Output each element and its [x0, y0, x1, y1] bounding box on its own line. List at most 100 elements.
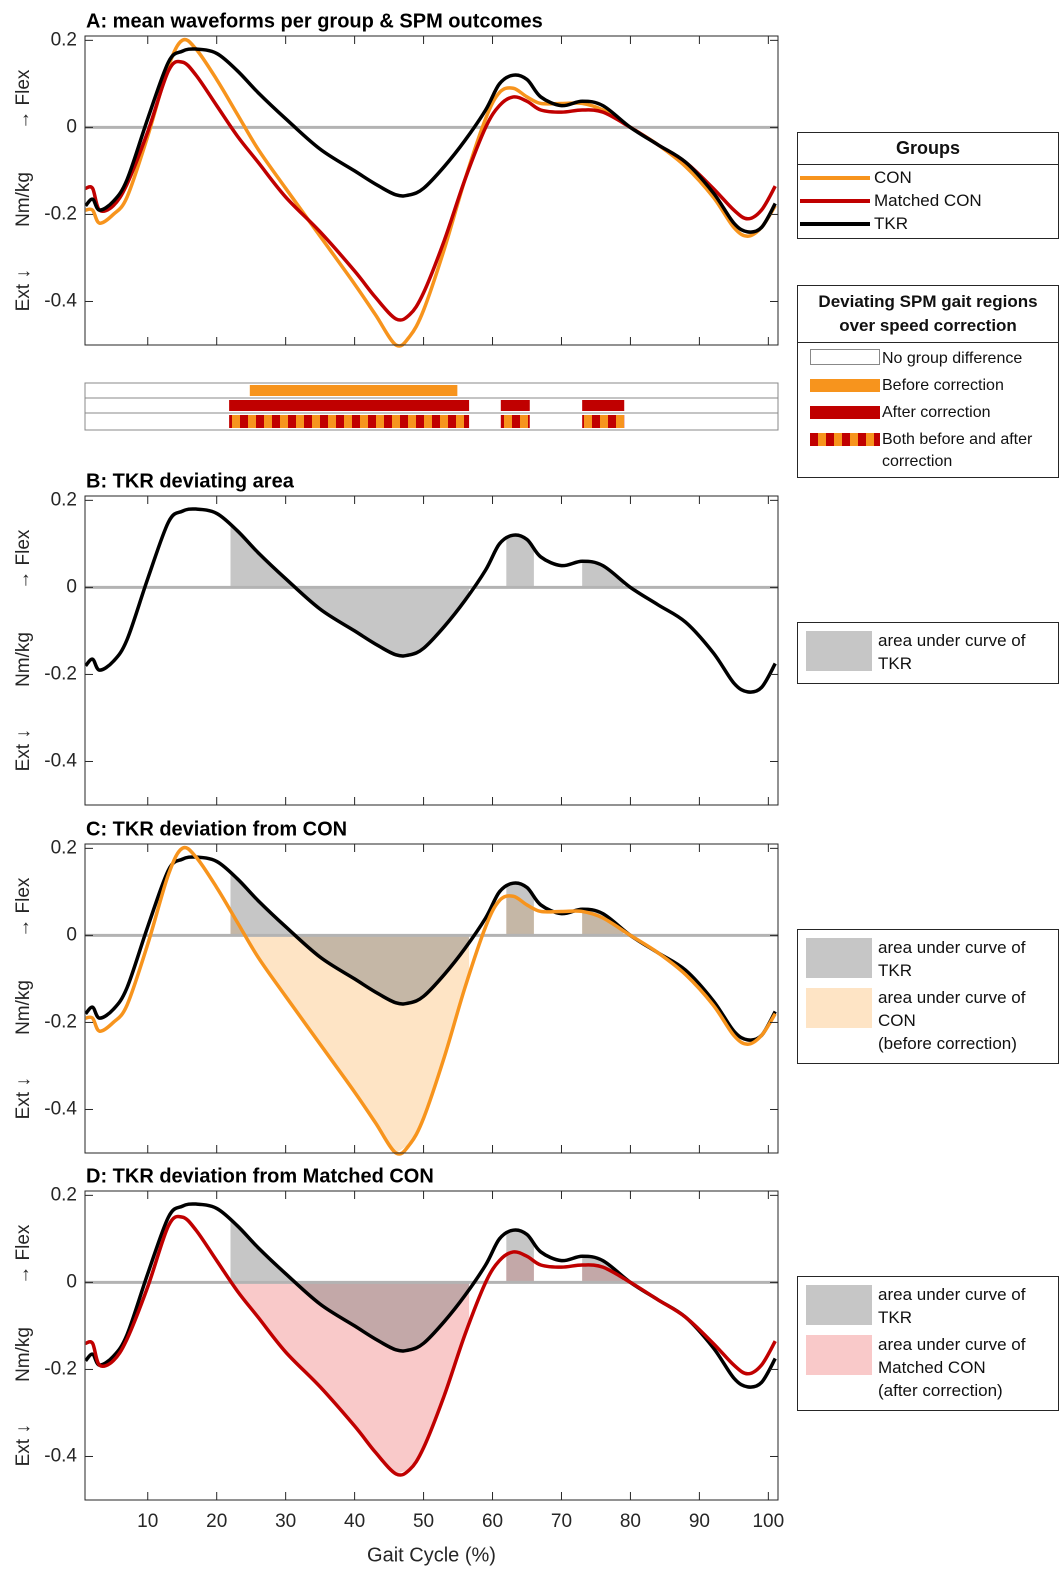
area-fill — [582, 1256, 624, 1283]
y-tick-label: 0 — [66, 1271, 77, 1292]
y-tick-label: 0.2 — [51, 489, 77, 510]
x-axis-label: Gait Cycle (%) — [367, 1544, 496, 1566]
spm-bar — [500, 400, 530, 411]
legend-swatch — [806, 938, 872, 978]
x-tick-label: 100 — [752, 1511, 784, 1532]
legend-label: area under curve of CON (before correcti… — [878, 988, 1026, 1053]
legend-swatch — [810, 349, 880, 365]
x-tick-label: 70 — [551, 1511, 572, 1532]
legend-label: Matched CON — [874, 191, 982, 210]
area-fill — [230, 1220, 470, 1350]
spm-bar — [249, 385, 458, 396]
legend-swatch — [800, 176, 870, 180]
x-tick-label: 10 — [137, 1511, 158, 1532]
legend-label: No group difference — [882, 350, 1023, 367]
legend-label: area under curve of TKR — [878, 1285, 1026, 1327]
plot-area — [85, 36, 778, 345]
series-line — [84, 507, 777, 694]
legend-label: After correction — [882, 404, 991, 421]
y-axis-label: Ext ↓ Nm/kg → Flex — [13, 877, 34, 1119]
y-axis-label: Ext ↓ Nm/kg → Flex — [13, 69, 34, 311]
plot-frame — [84, 843, 779, 1154]
legend-label: area under curve of TKR — [878, 938, 1026, 980]
area-fill — [582, 909, 624, 936]
panel-title: B: TKR deviating area — [86, 470, 295, 492]
x-tick-label: 80 — [620, 1511, 641, 1532]
legend-swatch — [800, 199, 870, 203]
panel-title: D: TKR deviation from Matched CON — [86, 1165, 434, 1187]
area-fill — [506, 1230, 534, 1283]
legend-label: area under curve of Matched CON (after c… — [878, 1335, 1026, 1400]
x-tick-label: 60 — [482, 1511, 503, 1532]
legend: area under curve of TKR — [797, 622, 1059, 684]
legend-item: area under curve of Matched CON (after c… — [806, 1333, 1058, 1402]
area-fill — [230, 910, 470, 1153]
y-tick-label: 0.2 — [51, 1184, 77, 1205]
legend-item: Both before and after correction — [810, 429, 1058, 473]
y-tick-label: -0.2 — [44, 203, 77, 224]
area-fill — [582, 1264, 624, 1283]
legend-swatch — [810, 379, 880, 392]
y-axis-label: Ext ↓ Nm/kg → Flex — [13, 529, 34, 771]
legend-item: CON — [800, 168, 1058, 188]
legend-swatch — [806, 1335, 872, 1375]
legend: area under curve of TKR area under curve … — [797, 929, 1059, 1064]
y-axis-label: Ext ↓ Nm/kg → Flex — [13, 1224, 34, 1466]
panel-title: A: mean waveforms per group & SPM outcom… — [86, 10, 543, 32]
series-line — [85, 845, 777, 1156]
y-tick-label: 0 — [66, 576, 77, 597]
spm-bar — [582, 415, 625, 428]
x-tick-label: 40 — [344, 1511, 365, 1532]
y-tick-label: -0.4 — [44, 750, 77, 771]
legend-label: area under curve of TKR — [878, 631, 1026, 673]
legend-label: Both before and after correction — [882, 431, 1033, 470]
legend-label: CON — [874, 168, 912, 187]
area-fill — [506, 535, 534, 588]
y-tick-label: 0.2 — [51, 837, 77, 858]
legend-swatch — [810, 406, 880, 419]
spm-bar — [500, 415, 530, 428]
x-tick-label: 90 — [689, 1511, 710, 1532]
legend-item: No group difference — [810, 348, 1058, 370]
legend-item: area under curve of TKR — [806, 936, 1058, 982]
legend-swatch — [806, 631, 872, 671]
spm-bar — [582, 400, 625, 411]
panel-title: C: TKR deviation from CON — [86, 818, 347, 840]
area-fill — [582, 561, 624, 588]
plot-area — [85, 1191, 778, 1500]
plot-area — [85, 496, 778, 805]
legend-item: Matched CON — [800, 191, 1058, 211]
spm-legend: Deviating SPM gait regions over speed co… — [797, 285, 1059, 478]
series-line — [85, 1214, 777, 1477]
legend-label: Before correction — [882, 377, 1004, 394]
spm-bar — [229, 415, 470, 428]
y-tick-label: -0.2 — [44, 1011, 77, 1032]
area-fill — [582, 911, 624, 936]
y-tick-label: -0.4 — [44, 1098, 77, 1119]
legend-title: Groups — [798, 133, 1058, 165]
spm-bar — [229, 400, 470, 411]
y-tick-label: 0 — [66, 924, 77, 945]
legend-item: After correction — [810, 402, 1058, 424]
legend-swatch — [810, 433, 880, 446]
area-fill — [230, 1280, 470, 1474]
plot-frame — [84, 1190, 779, 1501]
legend-swatch — [800, 222, 870, 226]
y-tick-label: -0.4 — [44, 290, 77, 311]
legend-item: Before correction — [810, 375, 1058, 397]
plot-frame — [84, 495, 779, 806]
legend: area under curve of TKR area under curve … — [797, 1276, 1059, 1411]
legend: Groups CON Matched CON TKR — [797, 132, 1059, 239]
legend-item: area under curve of CON (before correcti… — [806, 986, 1058, 1055]
series-line — [84, 47, 777, 234]
legend-item: area under curve of TKR — [806, 1283, 1058, 1329]
area-fill — [230, 525, 470, 655]
plot-frame — [84, 35, 779, 346]
y-tick-label: -0.2 — [44, 1358, 77, 1379]
y-tick-label: -0.2 — [44, 663, 77, 684]
area-fill — [230, 873, 470, 1003]
x-tick-label: 30 — [275, 1511, 296, 1532]
legend-item: TKR — [800, 214, 1058, 234]
x-tick-label: 20 — [206, 1511, 227, 1532]
spm-legend-title: Deviating SPM gait regions over speed co… — [798, 286, 1058, 343]
